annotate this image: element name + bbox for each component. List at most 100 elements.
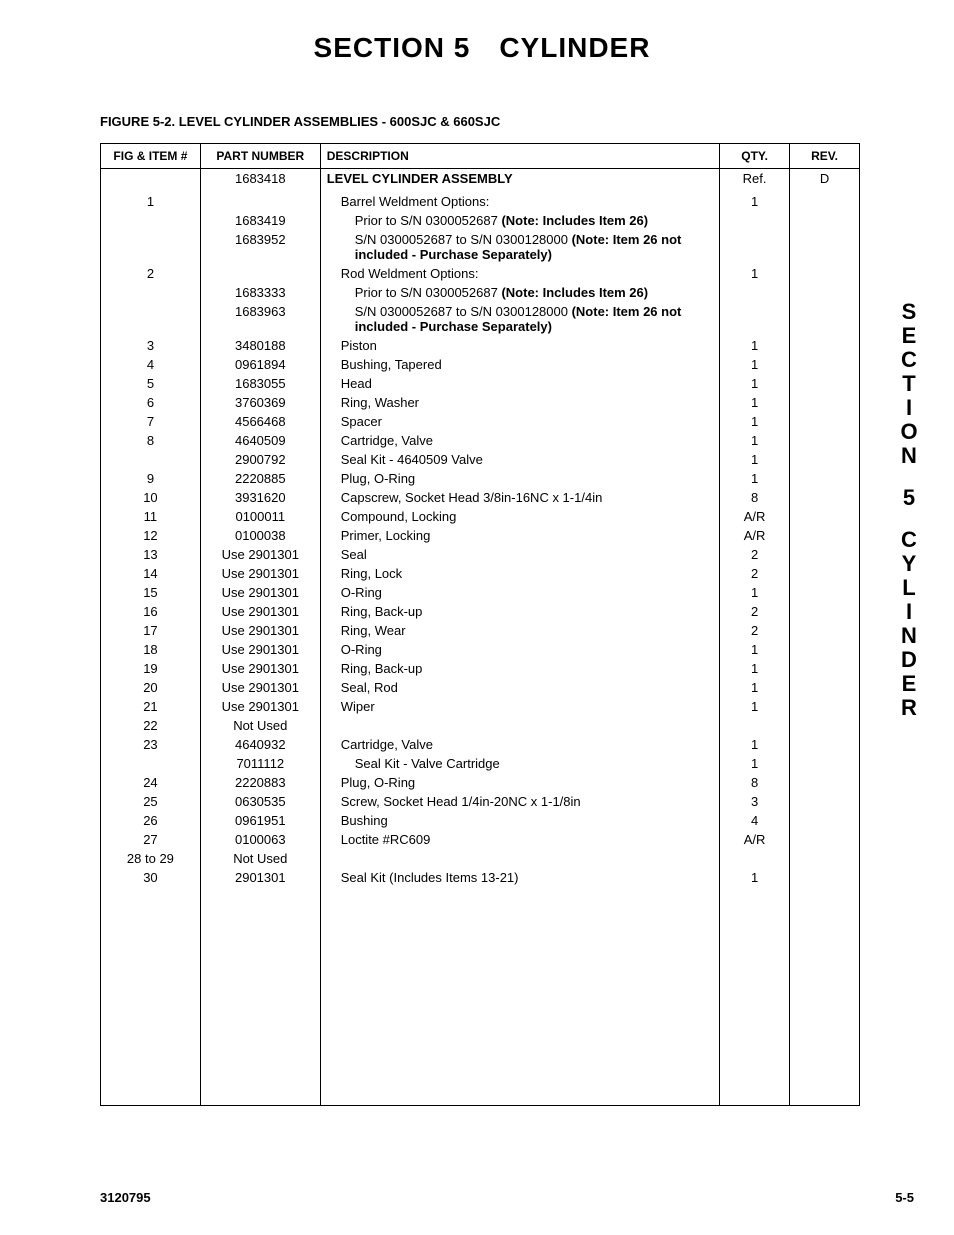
cell-qty: 2 [720, 564, 790, 583]
cell-desc: Ring, Back-up [320, 602, 719, 621]
table-row: 2900792Seal Kit - 4640509 Valve1 [101, 450, 860, 469]
table-row: 14Use 2901301Ring, Lock2 [101, 564, 860, 583]
table-row: 15Use 2901301O-Ring1 [101, 583, 860, 602]
cell-part [200, 264, 320, 283]
cell-desc: Seal [320, 545, 719, 564]
table-row: 7011112Seal Kit - Valve Cartridge1 [101, 754, 860, 773]
table-row: 51683055Head1 [101, 374, 860, 393]
th-fig: FIG & ITEM # [101, 144, 201, 169]
cell-rev [790, 526, 860, 545]
cell-desc: Bushing [320, 811, 719, 830]
cell-rev [790, 302, 860, 336]
cell-fig: 3 [101, 336, 201, 355]
table-row: 22Not Used [101, 716, 860, 735]
cell-part: Not Used [200, 716, 320, 735]
cell-fig [101, 211, 201, 230]
cell-desc: Prior to S/N 0300052687 (Note: Includes … [320, 211, 719, 230]
cell-part: Not Used [200, 849, 320, 868]
cell-rev [790, 488, 860, 507]
cell-part: 7011112 [200, 754, 320, 773]
cell-rev [790, 792, 860, 811]
cell-desc: Piston [320, 336, 719, 355]
cell-fig: 8 [101, 431, 201, 450]
cell-part: 2220883 [200, 773, 320, 792]
cell-desc: Bushing, Tapered [320, 355, 719, 374]
cell-desc: S/N 0300052687 to S/N 0300128000 (Note: … [320, 302, 719, 336]
cell-fig [101, 283, 201, 302]
footer: 3120795 5-5 [100, 1190, 914, 1205]
cell-fig: 28 to 29 [101, 849, 201, 868]
cell-rev: D [790, 169, 860, 189]
cell-qty: A/R [720, 526, 790, 545]
cell-qty: 1 [720, 393, 790, 412]
cell-fig [101, 302, 201, 336]
cell-fig: 25 [101, 792, 201, 811]
cell-desc: Rod Weldment Options: [320, 264, 719, 283]
cell-fig: 22 [101, 716, 201, 735]
cell-desc: O-Ring [320, 640, 719, 659]
cell-part: 2900792 [200, 450, 320, 469]
cell-qty: 1 [720, 678, 790, 697]
cell-rev [790, 849, 860, 868]
cell-desc: Seal Kit (Includes Items 13-21) [320, 868, 719, 1106]
cell-part: 0100063 [200, 830, 320, 849]
cell-rev [790, 283, 860, 302]
side-tab-letter: D [901, 648, 917, 672]
cell-rev [790, 811, 860, 830]
cell-desc: Plug, O-Ring [320, 469, 719, 488]
cell-qty: 2 [720, 602, 790, 621]
cell-fig: 30 [101, 868, 201, 1106]
side-tab-letter: T [902, 372, 915, 396]
table-row: 1683419Prior to S/N 0300052687 (Note: In… [101, 211, 860, 230]
table-row: 17Use 2901301Ring, Wear2 [101, 621, 860, 640]
cell-rev [790, 393, 860, 412]
side-tab-letter: I [906, 396, 912, 420]
side-tab-letter: C [901, 348, 917, 372]
cell-part [200, 192, 320, 211]
cell-rev [790, 735, 860, 754]
cell-part: 3480188 [200, 336, 320, 355]
cell-fig: 24 [101, 773, 201, 792]
cell-part: 0961951 [200, 811, 320, 830]
th-desc: DESCRIPTION [320, 144, 719, 169]
cell-part: 0100038 [200, 526, 320, 545]
cell-desc: Seal, Rod [320, 678, 719, 697]
cell-rev [790, 583, 860, 602]
cell-rev [790, 697, 860, 716]
side-tab-letter: S [902, 300, 917, 324]
cell-part: 0961894 [200, 355, 320, 374]
cell-desc: Loctite #RC609 [320, 830, 719, 849]
cell-rev [790, 545, 860, 564]
cell-part: 1683952 [200, 230, 320, 264]
cell-rev [790, 640, 860, 659]
cell-desc: Seal Kit - Valve Cartridge [320, 754, 719, 773]
table-row: 1Barrel Weldment Options:1 [101, 192, 860, 211]
cell-qty: 1 [720, 355, 790, 374]
table-row: 20Use 2901301Seal, Rod1 [101, 678, 860, 697]
cell-part: Use 2901301 [200, 564, 320, 583]
cell-fig: 14 [101, 564, 201, 583]
table-row: 2Rod Weldment Options:1 [101, 264, 860, 283]
cell-fig: 9 [101, 469, 201, 488]
cell-qty [720, 230, 790, 264]
page: SECTION 5 CYLINDER FIGURE 5-2. LEVEL CYL… [0, 0, 954, 1235]
side-tab-letter: Y [902, 552, 917, 576]
cell-rev [790, 230, 860, 264]
side-tab-letter: I [906, 600, 912, 624]
cell-qty: 1 [720, 754, 790, 773]
cell-qty: 1 [720, 450, 790, 469]
table-row: 19Use 2901301Ring, Back-up1 [101, 659, 860, 678]
section-title: SECTION 5 CYLINDER [100, 32, 864, 64]
cell-fig: 23 [101, 735, 201, 754]
cell-qty [720, 716, 790, 735]
cell-desc: Screw, Socket Head 1/4in-20NC x 1-1/8in [320, 792, 719, 811]
footer-left: 3120795 [100, 1190, 151, 1205]
cell-rev [790, 621, 860, 640]
cell-fig: 10 [101, 488, 201, 507]
table-row: 270100063Loctite #RC609A/R [101, 830, 860, 849]
cell-qty: A/R [720, 507, 790, 526]
footer-right: 5-5 [895, 1190, 914, 1205]
cell-qty: 3 [720, 792, 790, 811]
cell-qty: A/R [720, 830, 790, 849]
cell-desc: Ring, Wear [320, 621, 719, 640]
